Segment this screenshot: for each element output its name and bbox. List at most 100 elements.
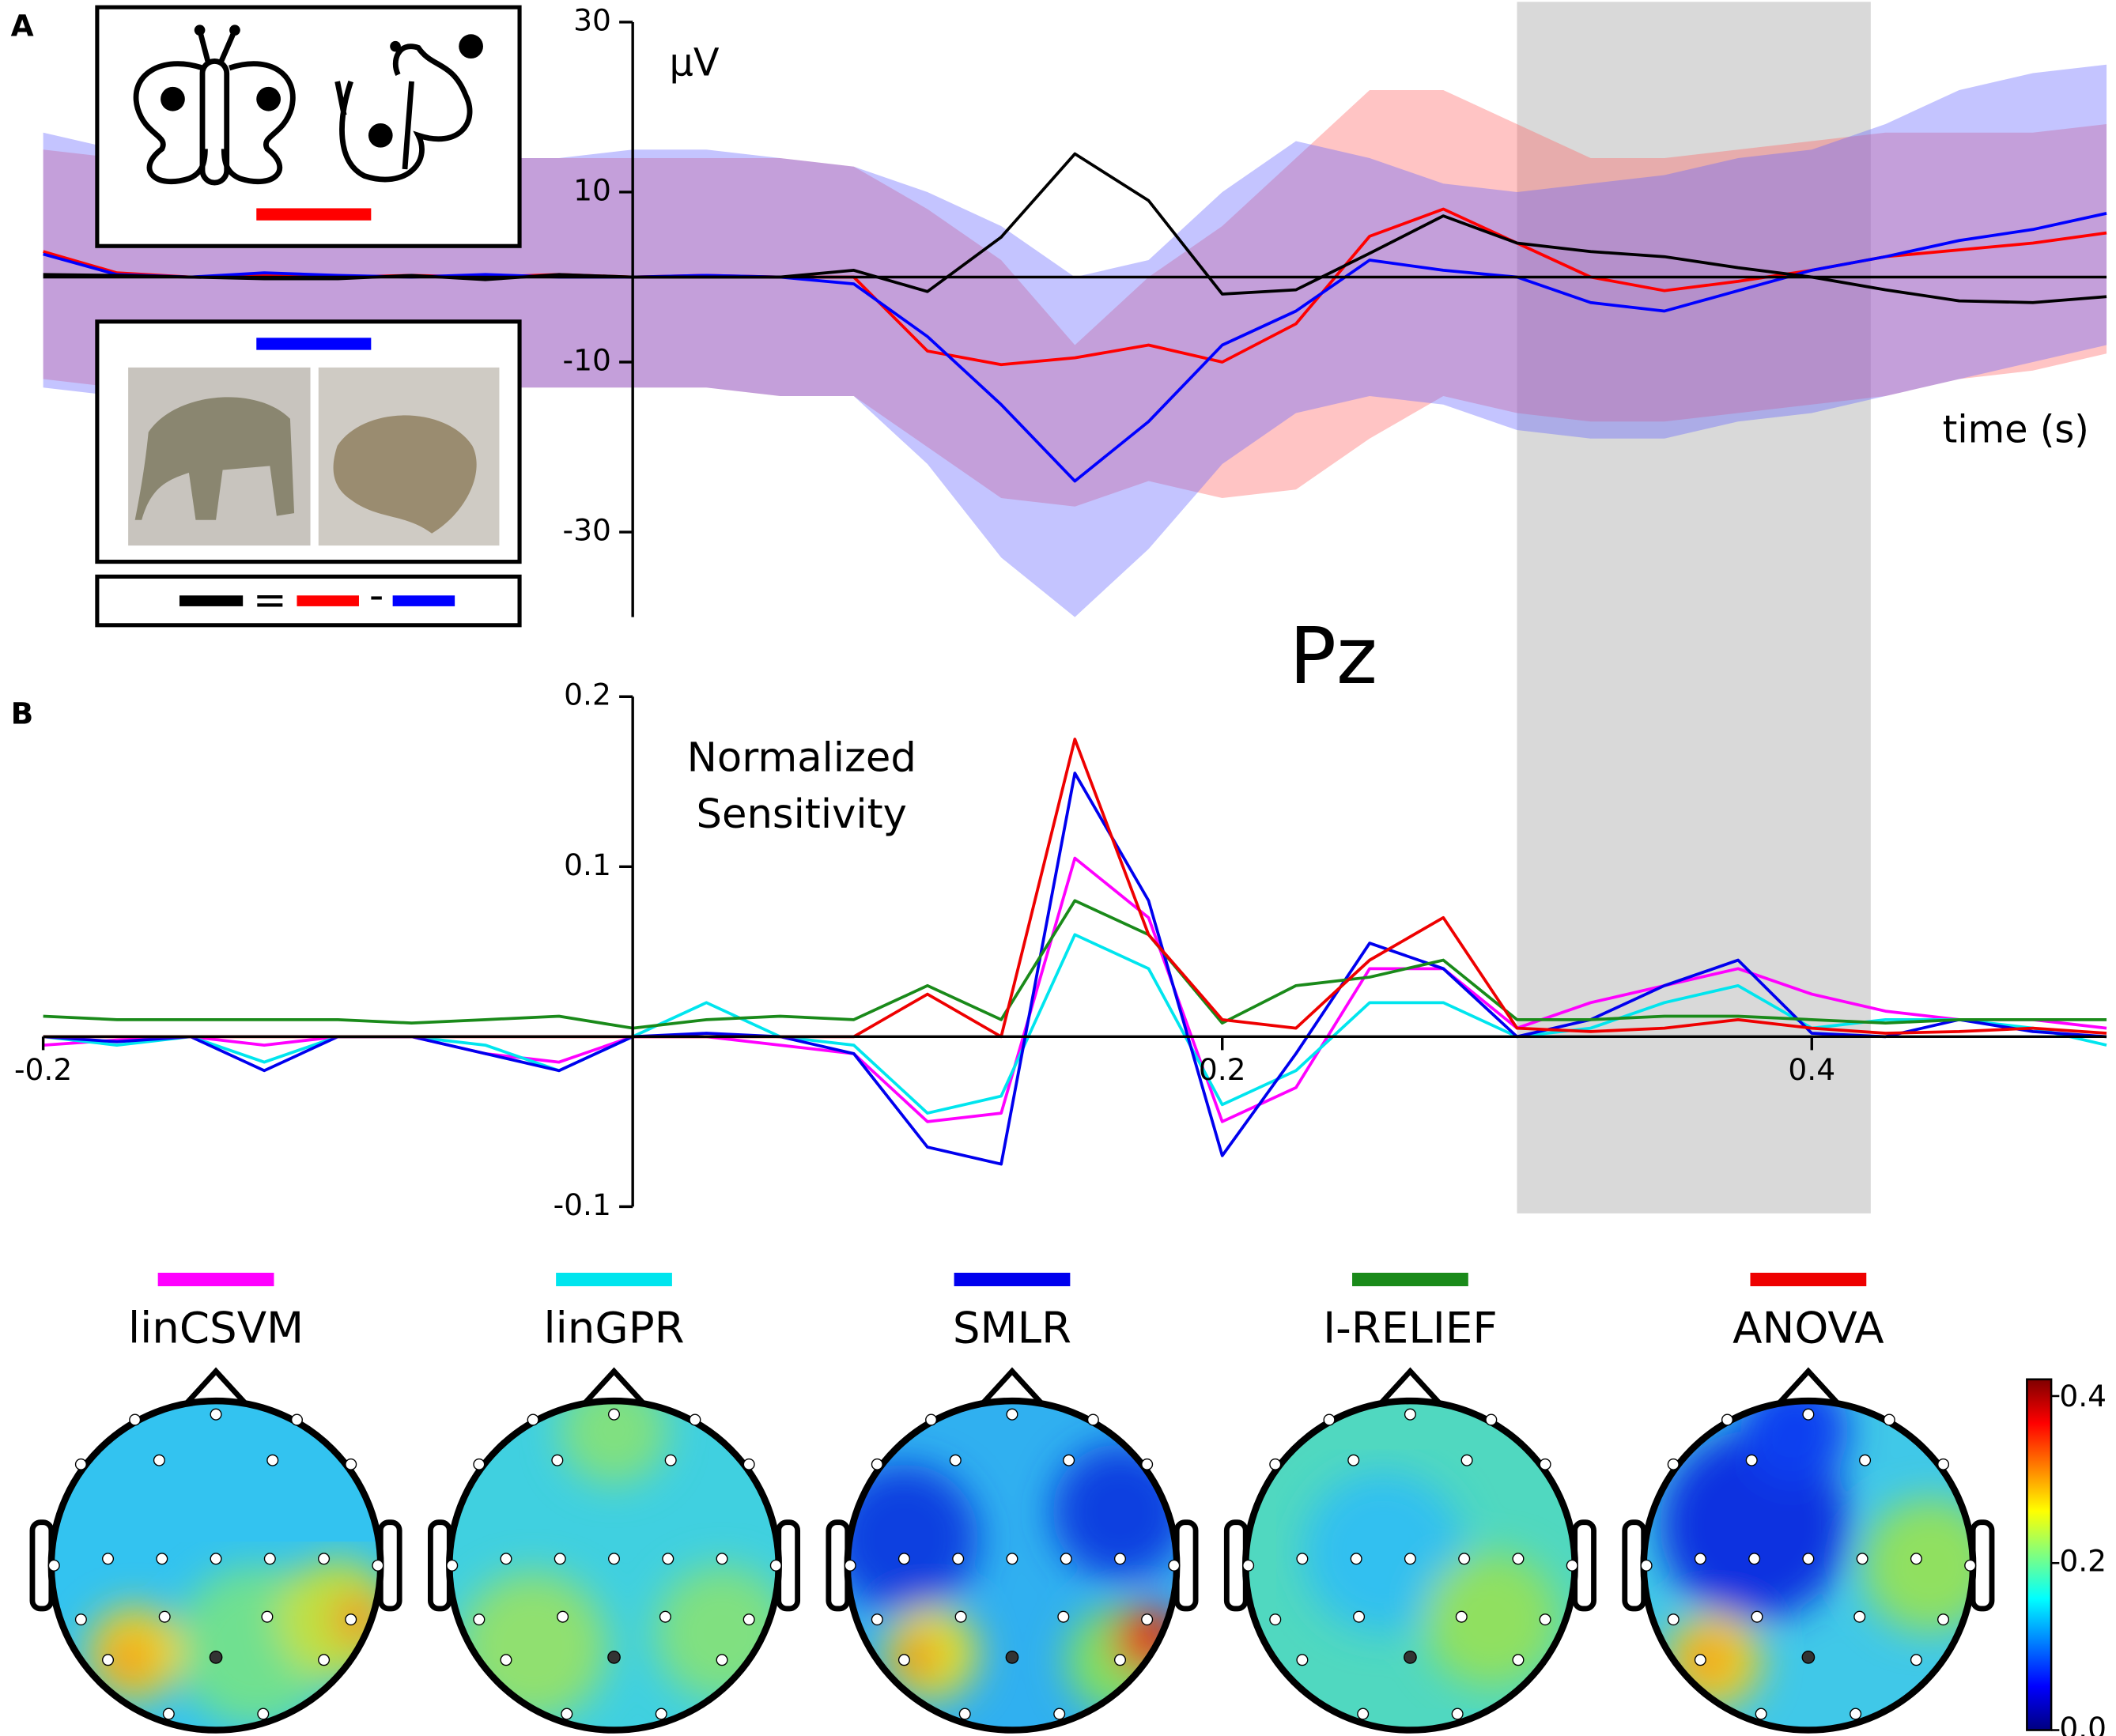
chart-title: Pz bbox=[1289, 611, 1377, 702]
electrode bbox=[1856, 1553, 1869, 1565]
electrode bbox=[1113, 1654, 1127, 1666]
topomap-blobs bbox=[1302, 1470, 1559, 1687]
electrode bbox=[210, 1553, 222, 1565]
y-tick-label: 10 bbox=[573, 172, 611, 207]
y-tick-label: -10 bbox=[563, 343, 611, 378]
electrode bbox=[210, 1408, 222, 1421]
confidence-band bbox=[43, 64, 2107, 617]
method-label: ANOVA bbox=[1732, 1303, 1884, 1353]
electrode bbox=[1113, 1553, 1127, 1565]
data-line bbox=[43, 899, 2107, 1030]
colorbar-tick-label: 0.0 bbox=[2059, 1711, 2107, 1736]
electrode bbox=[345, 1458, 357, 1470]
topomap bbox=[51, 1401, 381, 1730]
colorbar bbox=[2026, 1378, 2053, 1731]
electrode bbox=[263, 1553, 276, 1565]
electrode bbox=[473, 1458, 486, 1470]
electrode bbox=[47, 1559, 60, 1572]
electrode bbox=[156, 1553, 168, 1565]
electrode bbox=[1850, 1708, 1862, 1720]
electrode bbox=[949, 1454, 962, 1466]
equals-sign: = bbox=[253, 576, 287, 624]
electrode bbox=[769, 1559, 782, 1572]
electrode bbox=[1539, 1458, 1551, 1470]
electrode bbox=[74, 1458, 87, 1470]
electrode bbox=[1242, 1559, 1255, 1572]
x-tick-label: -0.2 bbox=[14, 1052, 72, 1087]
red-bar bbox=[256, 208, 372, 221]
x-tick-label: 0.4 bbox=[1788, 1052, 1835, 1087]
electrode bbox=[1323, 1413, 1336, 1426]
electrode bbox=[500, 1553, 512, 1565]
electrode bbox=[871, 1458, 883, 1470]
topomap-blob bbox=[898, 1638, 937, 1677]
electrode bbox=[1060, 1553, 1072, 1565]
electrode bbox=[1512, 1553, 1525, 1565]
electrode bbox=[1694, 1654, 1706, 1666]
panel-label: A bbox=[11, 8, 34, 43]
electrode bbox=[1853, 1610, 1866, 1623]
electrode bbox=[1721, 1413, 1733, 1426]
nose bbox=[183, 1367, 248, 1406]
electrode bbox=[897, 1654, 910, 1666]
electrode bbox=[1357, 1708, 1370, 1720]
method-color-bar bbox=[556, 1272, 672, 1287]
electrode bbox=[1006, 1553, 1018, 1565]
confidence-band bbox=[43, 89, 2107, 507]
method-color-bar bbox=[954, 1272, 1071, 1287]
electrode bbox=[958, 1708, 971, 1720]
electrode bbox=[345, 1613, 357, 1626]
electrode bbox=[608, 1553, 621, 1565]
electrode bbox=[102, 1553, 115, 1565]
elephant bbox=[134, 397, 295, 520]
electrode bbox=[1458, 1553, 1471, 1565]
electrode bbox=[1141, 1613, 1154, 1626]
electrode bbox=[1296, 1553, 1309, 1565]
method-color-bar bbox=[1750, 1272, 1867, 1287]
electrode bbox=[557, 1610, 569, 1623]
electrode bbox=[1937, 1458, 1950, 1470]
topomap-blobs bbox=[87, 1558, 381, 1728]
electrode bbox=[266, 1454, 279, 1466]
colorbar-tick-label: 0.4 bbox=[2059, 1379, 2107, 1413]
nose bbox=[1776, 1367, 1840, 1406]
background-layer bbox=[1517, 2, 1871, 1213]
method-label: linCSVM bbox=[128, 1303, 304, 1353]
method-label: SMLR bbox=[953, 1303, 1071, 1353]
electrode bbox=[158, 1610, 171, 1623]
electrode bbox=[742, 1613, 755, 1626]
electrode bbox=[655, 1708, 667, 1720]
highlight-region bbox=[1517, 2, 1871, 1213]
topomap-blob bbox=[459, 1572, 607, 1721]
electrode bbox=[1859, 1454, 1872, 1466]
electrode bbox=[1883, 1413, 1895, 1426]
electrode bbox=[1006, 1408, 1018, 1421]
topomap bbox=[847, 1401, 1177, 1730]
y-axis-label: Normalized bbox=[687, 734, 916, 781]
nose bbox=[1378, 1367, 1442, 1406]
electrode bbox=[871, 1613, 883, 1626]
electrode bbox=[925, 1413, 938, 1426]
y-tick-label: -30 bbox=[563, 513, 611, 548]
method-label: I-RELIEF bbox=[1323, 1303, 1498, 1353]
electrode bbox=[1667, 1458, 1680, 1470]
electrode bbox=[664, 1454, 677, 1466]
electrode bbox=[1404, 1553, 1416, 1565]
electrode bbox=[551, 1454, 564, 1466]
electrode bbox=[716, 1553, 728, 1565]
main-layer: -30 -10 10 30 -0.1 0.1 0.2 -0.2 0.2 0.4 bbox=[14, 2, 2107, 1222]
electrode bbox=[662, 1553, 674, 1565]
electrode bbox=[1269, 1458, 1282, 1470]
electrode-pz bbox=[1005, 1651, 1019, 1664]
electrode bbox=[1964, 1559, 1977, 1572]
electrode bbox=[1667, 1613, 1680, 1626]
electrode bbox=[1745, 1454, 1758, 1466]
topomap-blob bbox=[109, 1640, 148, 1679]
electrode bbox=[1802, 1553, 1815, 1565]
y-tick-label: 30 bbox=[573, 2, 611, 37]
red-bar bbox=[297, 595, 359, 606]
electrode bbox=[659, 1610, 671, 1623]
y-tick-label: 0.2 bbox=[564, 677, 611, 712]
